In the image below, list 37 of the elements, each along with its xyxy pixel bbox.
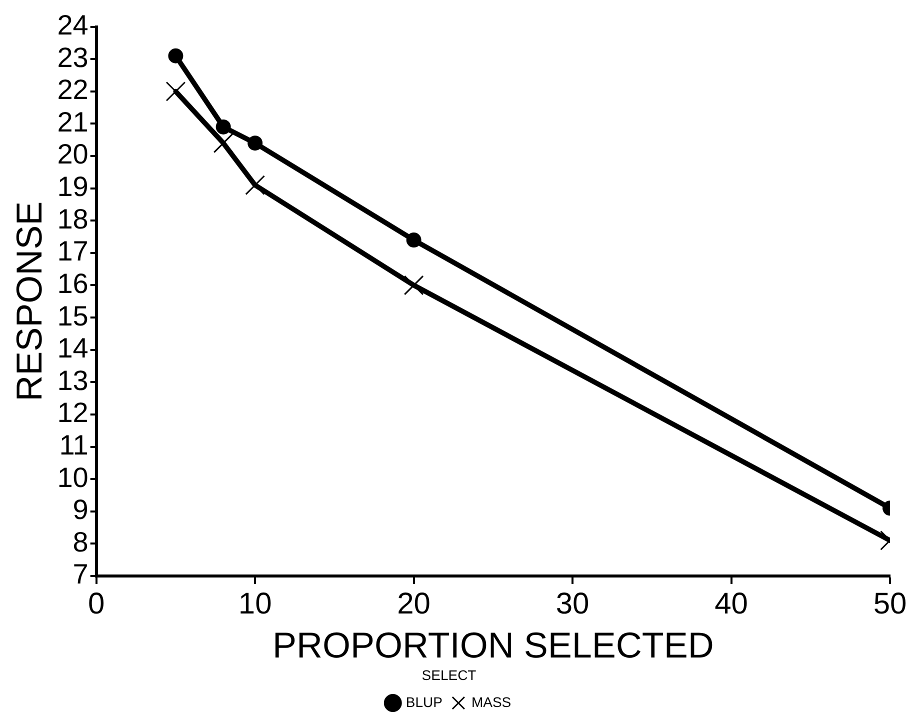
y-tick-label: 18 (57, 203, 88, 234)
y-axis-title: RESPONSE (8, 201, 50, 402)
x-tick-label: 20 (397, 587, 430, 620)
legend-title: SELECT (422, 667, 477, 684)
y-tick-label: 12 (57, 397, 88, 428)
point (406, 232, 422, 248)
point (404, 275, 424, 296)
x-tick-label: 10 (238, 587, 272, 620)
point (213, 133, 234, 154)
y-tick-label: 9 (72, 494, 88, 526)
point (166, 81, 186, 102)
point (216, 119, 231, 134)
point (168, 48, 184, 64)
y-tick-label: 24 (57, 10, 88, 41)
y-tick-label: 7 (72, 558, 88, 590)
y-tick-label: 22 (57, 74, 88, 106)
x-tick-label: 0 (88, 587, 105, 620)
y-tick-label: 23 (57, 42, 88, 73)
point (248, 136, 263, 151)
legend-label: BLUP (406, 694, 442, 710)
y-tick-label: 14 (57, 332, 88, 364)
y-tick-label: 17 (57, 236, 88, 267)
y-tick-label: 19 (57, 171, 88, 202)
y-tick-label: 11 (59, 429, 88, 460)
y-tick-label: 13 (57, 364, 88, 396)
x-tick-label: 30 (556, 587, 590, 620)
y-tick-label: 10 (57, 462, 88, 493)
y-tick-label: 16 (57, 268, 88, 299)
y-tick-label: 15 (57, 300, 88, 332)
y-tick-label: 20 (57, 138, 88, 170)
legend-label: MASS (471, 694, 512, 710)
y-tick-label: 21 (57, 106, 88, 138)
point (245, 175, 266, 196)
x-axis-title: PROPORTION SELECTED (272, 624, 714, 666)
x-tick-label: 50 (873, 587, 907, 620)
x-tick-label: 40 (714, 587, 748, 620)
y-tick-label: 8 (72, 526, 88, 558)
